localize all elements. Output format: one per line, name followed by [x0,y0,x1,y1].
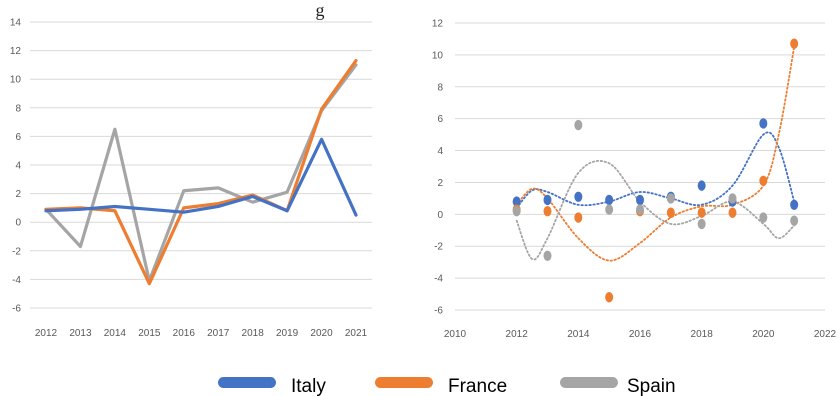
y-tick-label: -6 [12,304,21,315]
y-tick-label: -4 [434,274,443,285]
y-tick-label: -2 [12,246,21,257]
y-tick-label: 8 [15,103,21,114]
x-tick-label: 2015 [138,328,161,339]
series-line-spain [44,63,358,283]
data-point-italy [759,118,768,129]
trendline-italy [515,131,796,209]
y-tick-label: 0 [437,210,443,221]
line-chart: -6 -4 -2 0 2 4 6 8 10 12 14 2012 2013 2014 2015 2016 201… [10,18,372,339]
legend-label-france: France [448,376,507,396]
legend-label-spain: Spain [627,376,676,396]
data-point-spain [605,204,614,215]
y-tick-label: 10 [432,50,444,61]
data-point-italy [512,196,521,207]
trendline-spain [515,160,796,261]
data-point-spain [666,193,675,204]
x-tick-label: 2018 [691,329,714,340]
y-tick-label: 2 [437,178,443,189]
y-tick-label: 4 [437,146,443,157]
y-tick-label: -2 [434,242,443,253]
legend-swatch-italy [218,377,276,388]
x-tick-label: 2016 [173,328,196,339]
x-tick-label: 2021 [345,328,368,339]
y-tick-label: 12 [10,46,22,57]
scatter-chart: -6 -4 -2 0 2 4 6 8 10 12 2010 2012 2014 2016 2018 2020 2… [432,19,837,341]
data-point-france [574,212,583,223]
x-tick-label: 2010 [444,329,467,340]
data-point-france [605,292,614,303]
x-tick-label: 2020 [752,329,775,340]
y-tick-label: -4 [12,275,21,286]
series-line-france [44,59,358,286]
trendline-france [515,46,796,262]
data-point-italy [574,191,583,202]
x-tick-label: 2018 [242,328,265,339]
data-point-spain [512,205,521,217]
legend-label-italy: Italy [291,376,326,396]
data-point-italy [636,194,644,206]
y-tick-label: -6 [434,306,443,317]
x-tick-label: 2013 [69,328,92,339]
legend-swatch-spain [560,377,618,388]
y-tick-label: 8 [437,82,443,93]
x-tick-label: 2016 [629,329,652,340]
data-point-spain [543,250,552,261]
data-point-spain [728,193,737,204]
data-point-italy [790,199,799,210]
x-tick-label: 2012 [35,328,58,339]
data-point-spain [636,204,644,215]
data-point-spain [790,215,799,226]
data-point-spain [574,119,583,131]
x-tick-label: 2014 [567,329,590,340]
data-point-italy [605,194,614,206]
data-point-france [666,207,675,218]
x-tick-label: 2012 [506,329,529,340]
y-tick-label: 10 [10,75,22,86]
x-tick-label: 2022 [814,329,837,340]
data-point-italy [543,194,552,206]
y-tick-label: 6 [437,114,443,125]
y-tick-label: 4 [15,161,21,172]
partial-title: g [316,0,325,20]
data-point-france [697,207,706,218]
y-tick-label: 0 [15,218,21,229]
data-point-france [543,205,552,217]
data-point-spain [697,218,706,230]
data-point-france [759,175,768,187]
x-tick-label: 2020 [310,328,333,339]
data-point-italy [697,180,706,191]
legend-swatch-france [375,377,433,388]
x-tick-label: 2017 [207,328,230,339]
data-point-spain [759,212,768,223]
x-tick-label: 2014 [104,328,127,339]
legend: Italy France Spain [218,376,676,396]
y-tick-label: 6 [15,132,21,143]
x-tick-label: 2019 [276,328,299,339]
data-point-france [790,38,799,49]
data-point-france [728,207,737,218]
series-line-italy [44,137,358,217]
y-tick-label: 2 [15,189,21,200]
y-tick-label: 14 [10,18,22,29]
y-tick-label: 12 [432,19,444,30]
